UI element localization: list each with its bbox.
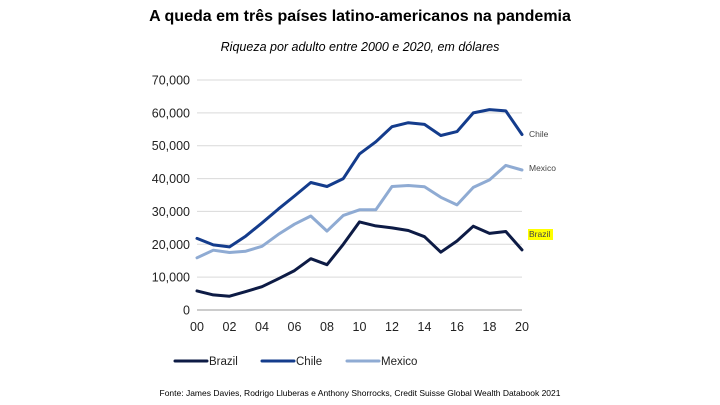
series-lines <box>195 108 524 298</box>
y-tick-label: 70,000 <box>152 74 190 88</box>
y-tick-label: 40,000 <box>152 172 190 186</box>
source-note: Fonte: James Davies, Rodrigo Lluberas e … <box>159 388 561 398</box>
gridlines <box>197 79 522 311</box>
chart-subtitle: Riqueza por adulto entre 2000 e 2020, em… <box>220 40 500 54</box>
x-tick-label: 00 <box>190 320 204 334</box>
legend: Brazil Chile Mexico <box>173 356 417 368</box>
series-line-brazil <box>195 220 524 298</box>
end-label-brazil: Brazil <box>529 229 550 239</box>
y-tick-label: 60,000 <box>152 106 190 120</box>
y-tick-label: 0 <box>183 304 190 318</box>
y-tick-label: 30,000 <box>152 205 190 219</box>
end-label-mexico: Mexico <box>529 163 556 173</box>
legend-label-chile: Chile <box>296 356 322 368</box>
x-tick-label: 12 <box>385 320 399 334</box>
x-tick-label: 16 <box>450 320 464 334</box>
legend-label-brazil: Brazil <box>209 356 238 368</box>
x-tick-label: 10 <box>353 320 367 334</box>
legend-label-mexico: Mexico <box>381 356 417 368</box>
x-tick-label: 06 <box>288 320 302 334</box>
end-label-highlight <box>528 229 553 240</box>
y-tick-label: 10,000 <box>152 271 190 285</box>
x-axis-ticks: 00 02 04 06 08 10 12 14 16 18 20 <box>190 320 529 334</box>
x-tick-label: 02 <box>223 320 237 334</box>
x-tick-label: 18 <box>483 320 497 334</box>
x-tick-label: 20 <box>515 320 529 334</box>
x-tick-label: 08 <box>320 320 334 334</box>
series-line-chile <box>195 108 524 249</box>
end-label-chile: Chile <box>529 129 549 139</box>
x-tick-label: 14 <box>418 320 432 334</box>
series-line-mexico <box>195 163 524 260</box>
series-end-labels: Brazil Chile Mexico <box>528 129 556 240</box>
chart-title: A queda em três países latino-americanos… <box>149 8 571 25</box>
y-tick-label: 50,000 <box>152 139 190 153</box>
y-tick-label: 20,000 <box>152 238 190 252</box>
x-tick-label: 04 <box>255 320 269 334</box>
y-axis-ticks: 0 10,000 20,000 30,000 40,000 50,000 60,000 70,… <box>152 74 190 318</box>
